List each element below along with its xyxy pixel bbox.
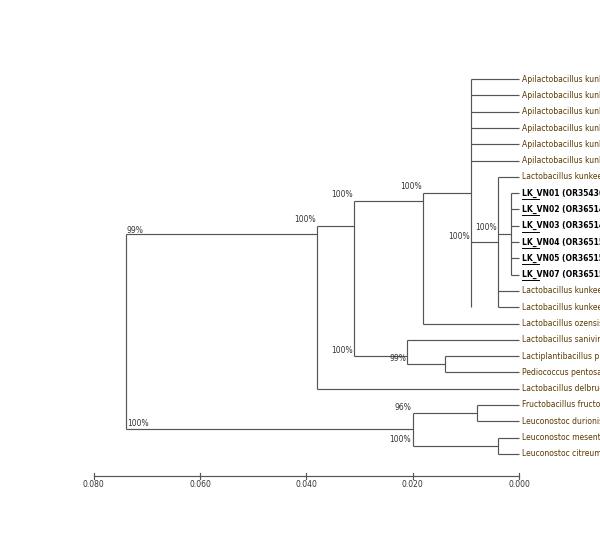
Text: 100%: 100% [331,346,353,355]
Text: Lactobacillus delbrueckii subsp. bulgaricus strain BCRC10696 (AY773948.1): Lactobacillus delbrueckii subsp. bulgari… [522,384,600,393]
Text: 0.080: 0.080 [83,480,104,489]
Text: 0.060: 0.060 [189,480,211,489]
Text: Lactobacillus kunkeei strain dan39 (KP114141.1): Lactobacillus kunkeei strain dan39 (KP11… [522,302,600,312]
Text: LK_VN05 (OR365151): LK_VN05 (OR365151) [522,254,600,263]
Text: 100%: 100% [475,223,496,232]
Text: Apilactobacillus kunkeei strain G001 (KX926552.1): Apilactobacillus kunkeei strain G001 (KX… [522,156,600,165]
Text: 100%: 100% [331,190,353,199]
Text: Lactobacillus saniviri (AB602569.1): Lactobacillus saniviri (AB602569.1) [522,335,600,345]
Text: 0.000: 0.000 [508,480,530,489]
Text: Apilactobacillus kunkeei strain IBH001 (CP084249.1): Apilactobacillus kunkeei strain IBH001 (… [522,75,600,84]
Text: Leuconostoc citreum (AF111948.1): Leuconostoc citreum (AF111948.1) [522,450,600,458]
Text: Apilactobacillus kunkeei strain AMJ223 (KY027155.1): Apilactobacillus kunkeei strain AMJ223 (… [522,91,600,100]
Text: Lactobacillus kunkeei strain H14 6 3TCO2 (KF599355.1): Lactobacillus kunkeei strain H14 6 3TCO2… [522,173,600,181]
Text: LK_VN01 (OR354365): LK_VN01 (OR354365) [522,189,600,198]
Text: 96%: 96% [394,403,412,412]
Text: 100%: 100% [389,435,412,445]
Text: 100%: 100% [448,232,470,241]
Text: 100%: 100% [294,216,316,225]
Text: Lactobacillus ozensis strain Mizu2-1 (AB572588.1): Lactobacillus ozensis strain Mizu2-1 (AB… [522,319,600,328]
Text: 99%: 99% [389,354,406,363]
Text: 0.020: 0.020 [402,480,424,489]
Text: LK_VN03 (OR365149): LK_VN03 (OR365149) [522,221,600,231]
Text: LK_VN04 (OR365150): LK_VN04 (OR365150) [522,237,600,247]
Text: Apilactobacillus kunkeei strain S1 (CP128865.1): Apilactobacillus kunkeei strain S1 (CP12… [522,123,600,133]
Text: Lactobacillus kunkeei strain NRIC 0776 (AB559820.1): Lactobacillus kunkeei strain NRIC 0776 (… [522,286,600,295]
Text: LK_VN02 (OR365148): LK_VN02 (OR365148) [522,205,600,214]
Text: Lactiplantibacillus plantarum strain FPL (KY883188.1): Lactiplantibacillus plantarum strain FPL… [522,352,600,361]
Text: Leuconostoc mesenteroides subsp. mesenteroides ATCC 8293 (KC429780.1): Leuconostoc mesenteroides subsp. mesente… [522,433,600,442]
Text: Apilactobacillus kunkeei strain CH1 (MF461310.1): Apilactobacillus kunkeei strain CH1 (MF4… [522,140,600,149]
Text: 99%: 99% [127,226,144,235]
Text: Apilactobacillus kunkeei DSM 12361 (T) (Y11374.1): Apilactobacillus kunkeei DSM 12361 (T) (… [522,107,600,116]
Text: Pediococcus pentosaceus DSM 20336 (T) (AJ305321.1): Pediococcus pentosaceus DSM 20336 (T) (A… [522,368,600,377]
Text: Fructobacillus fructosus strain H2 10 1MO2 (KF599198.1): Fructobacillus fructosus strain H2 10 1M… [522,400,600,409]
Text: 100%: 100% [400,182,422,191]
Text: LK_VN07 (OR365152): LK_VN07 (OR365152) [522,270,600,279]
Text: Leuconostoc durionis strain LMG 22556T (AJ780981.1): Leuconostoc durionis strain LMG 22556T (… [522,417,600,426]
Text: 100%: 100% [127,419,149,427]
Text: 0.040: 0.040 [295,480,317,489]
